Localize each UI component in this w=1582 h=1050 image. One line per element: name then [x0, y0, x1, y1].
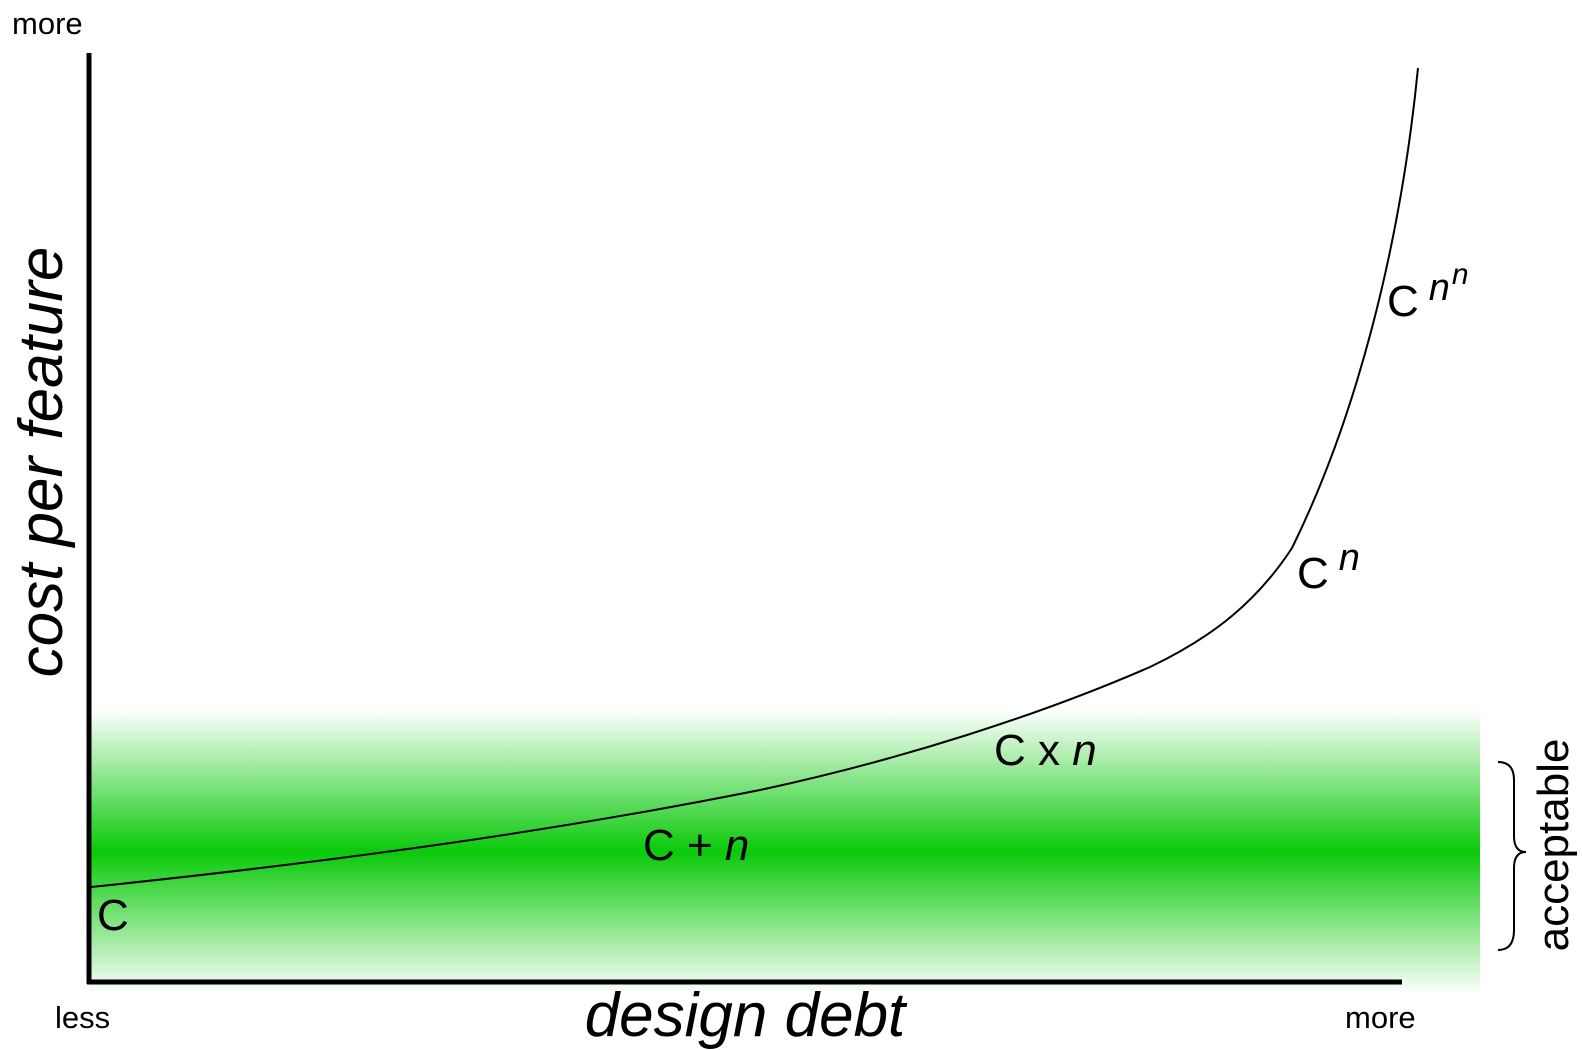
curve-label-c-times-n: C x n: [994, 726, 1097, 775]
curve-label-c-plus-n: C + n: [643, 821, 749, 870]
curve-label-c-pow-n-n-base: C: [1387, 277, 1419, 326]
curve-label-c-times-n-base: C x: [994, 726, 1072, 775]
curve-label-c-times-n-var: n: [1072, 726, 1096, 775]
curve-label-c-pow-n-n-exp2: n: [1452, 258, 1469, 291]
curve-label-c-pow-n-n-exp: n: [1429, 267, 1450, 309]
curve-label-c: C: [97, 891, 129, 940]
x-axis-title: design debt: [585, 981, 908, 1050]
y-axis-title: cost per feature: [7, 247, 76, 678]
acceptable-label: acceptable: [1529, 739, 1578, 952]
acceptable-band: [89, 710, 1480, 994]
curve-label-c-pow-n-exp: n: [1339, 537, 1360, 579]
curve-label-c-pow-n-base: C: [1297, 549, 1329, 598]
acceptable-brace: [1497, 761, 1527, 951]
curve-label-c-text: C: [97, 891, 129, 940]
curve-label-c-plus-n-base: C +: [643, 821, 725, 870]
cost-curve: [90, 67, 1419, 888]
curve-label-c-plus-n-var: n: [725, 821, 749, 870]
y-axis-max-label: more: [12, 6, 83, 41]
x-axis-max-label: more: [1345, 1000, 1416, 1035]
x-axis-min-label: less: [55, 1000, 110, 1035]
